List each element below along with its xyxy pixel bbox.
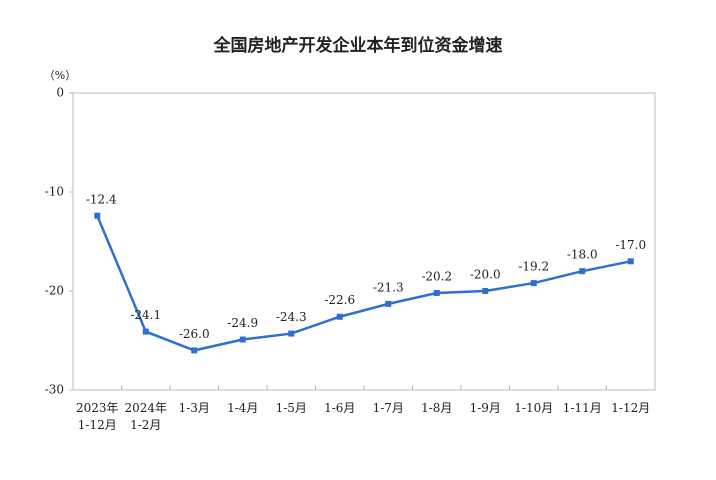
x-tick-label-line: 2023年 [76,401,119,415]
marker [579,268,586,275]
y-unit: （%） [44,69,76,82]
data-label: -24.1 [130,308,161,322]
x-tick-label: 1-9月 [470,401,501,415]
y-tick-label: -20 [45,284,64,298]
x-tick-label: 1-11月 [563,401,602,415]
x-tick-label-line: 1-4月 [227,401,258,415]
data-label: -26.0 [179,327,210,341]
plot-frame [72,92,656,391]
marker [385,300,392,307]
x-tick-label: 1-12月 [611,401,650,415]
y-tick-label: -30 [45,383,64,397]
x-tick-label-line: 1-8月 [421,401,452,415]
data-label: -24.3 [276,310,307,324]
marker [94,212,101,219]
line [96,215,632,352]
marker [336,313,343,320]
x-tick-label: 1-3月 [179,401,210,415]
marker [627,258,634,265]
x-tick-label-line: 1-10月 [514,401,553,415]
data-label: -20.2 [421,269,452,283]
marker [482,288,489,294]
marker [239,336,246,343]
x-tick-label: 1-5月 [276,401,307,415]
data-label: -17.0 [615,238,646,252]
data-label: -24.9 [227,316,258,330]
x-tick-label-line: 1-11月 [563,401,602,415]
x-tick-label-line: 1-12月 [78,418,117,432]
data-label: -19.2 [518,260,549,274]
chart-title: 全国房地产开发企业本年到位资金增速 [213,35,503,56]
x-tick-label: 1-10月 [514,401,553,415]
marker [433,289,440,296]
data-label: -22.6 [324,293,355,307]
marker [530,280,537,287]
marker [191,347,198,354]
data-label: -20.0 [470,268,501,282]
y-tick-label: -10 [45,185,64,199]
marker [288,330,295,337]
marker [142,328,149,335]
data-label: -18.0 [567,248,598,262]
x-tick-label-line: 1-6月 [324,401,355,415]
x-tick-label-line: 1-3月 [179,401,210,415]
x-tick-label-line: 1-5月 [276,401,307,415]
x-tick-label: 1-7月 [373,401,404,415]
data-label: -12.4 [86,192,117,206]
x-tick-label-line: 1-2月 [130,418,161,432]
x-tick-label: 1-4月 [227,401,258,415]
x-tick-label: 1-8月 [421,401,452,415]
x-tick-label-line: 1-9月 [470,401,501,415]
x-tick-label: 2024年 1-2月 [124,401,167,432]
data-label: -21.3 [373,280,404,294]
y-tick-label: 0 [56,86,64,100]
x-tick-label: 1-6月 [324,401,355,415]
x-tick-label-line: 2024年 [124,401,167,415]
x-tick-label-line: 1-7月 [373,401,404,415]
x-tick-label-line: 1-12月 [611,401,650,415]
x-tick-label: 2023年 1-12月 [76,401,119,432]
